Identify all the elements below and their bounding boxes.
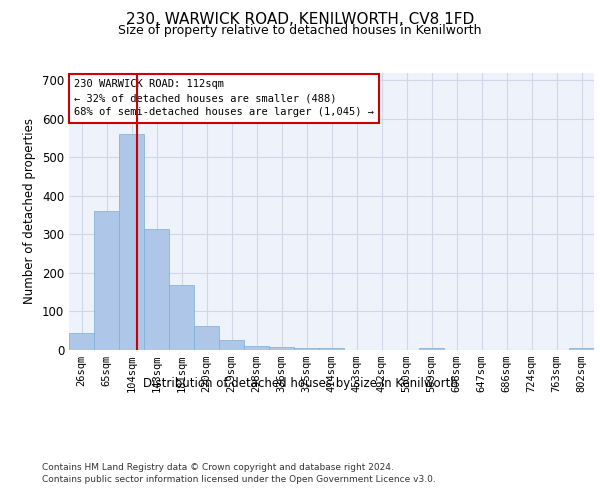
- Bar: [419, 348, 444, 350]
- Bar: [319, 348, 344, 350]
- Bar: [294, 348, 319, 350]
- Text: Distribution of detached houses by size in Kenilworth: Distribution of detached houses by size …: [143, 378, 457, 390]
- Bar: [269, 347, 294, 350]
- Text: Contains HM Land Registry data © Crown copyright and database right 2024.: Contains HM Land Registry data © Crown c…: [42, 462, 394, 471]
- Bar: [69, 332, 94, 350]
- Bar: [169, 285, 194, 350]
- Text: 230, WARWICK ROAD, KENILWORTH, CV8 1FD: 230, WARWICK ROAD, KENILWORTH, CV8 1FD: [126, 12, 474, 28]
- Bar: [569, 348, 594, 350]
- Bar: [219, 340, 244, 350]
- Text: Contains public sector information licensed under the Open Government Licence v3: Contains public sector information licen…: [42, 475, 436, 484]
- Text: 230 WARWICK ROAD: 112sqm
← 32% of detached houses are smaller (488)
68% of semi-: 230 WARWICK ROAD: 112sqm ← 32% of detach…: [74, 80, 374, 118]
- Y-axis label: Number of detached properties: Number of detached properties: [23, 118, 37, 304]
- Bar: [144, 228, 169, 350]
- Bar: [244, 346, 269, 350]
- Bar: [119, 134, 144, 350]
- Bar: [194, 326, 219, 350]
- Bar: [94, 211, 119, 350]
- Text: Size of property relative to detached houses in Kenilworth: Size of property relative to detached ho…: [118, 24, 482, 37]
